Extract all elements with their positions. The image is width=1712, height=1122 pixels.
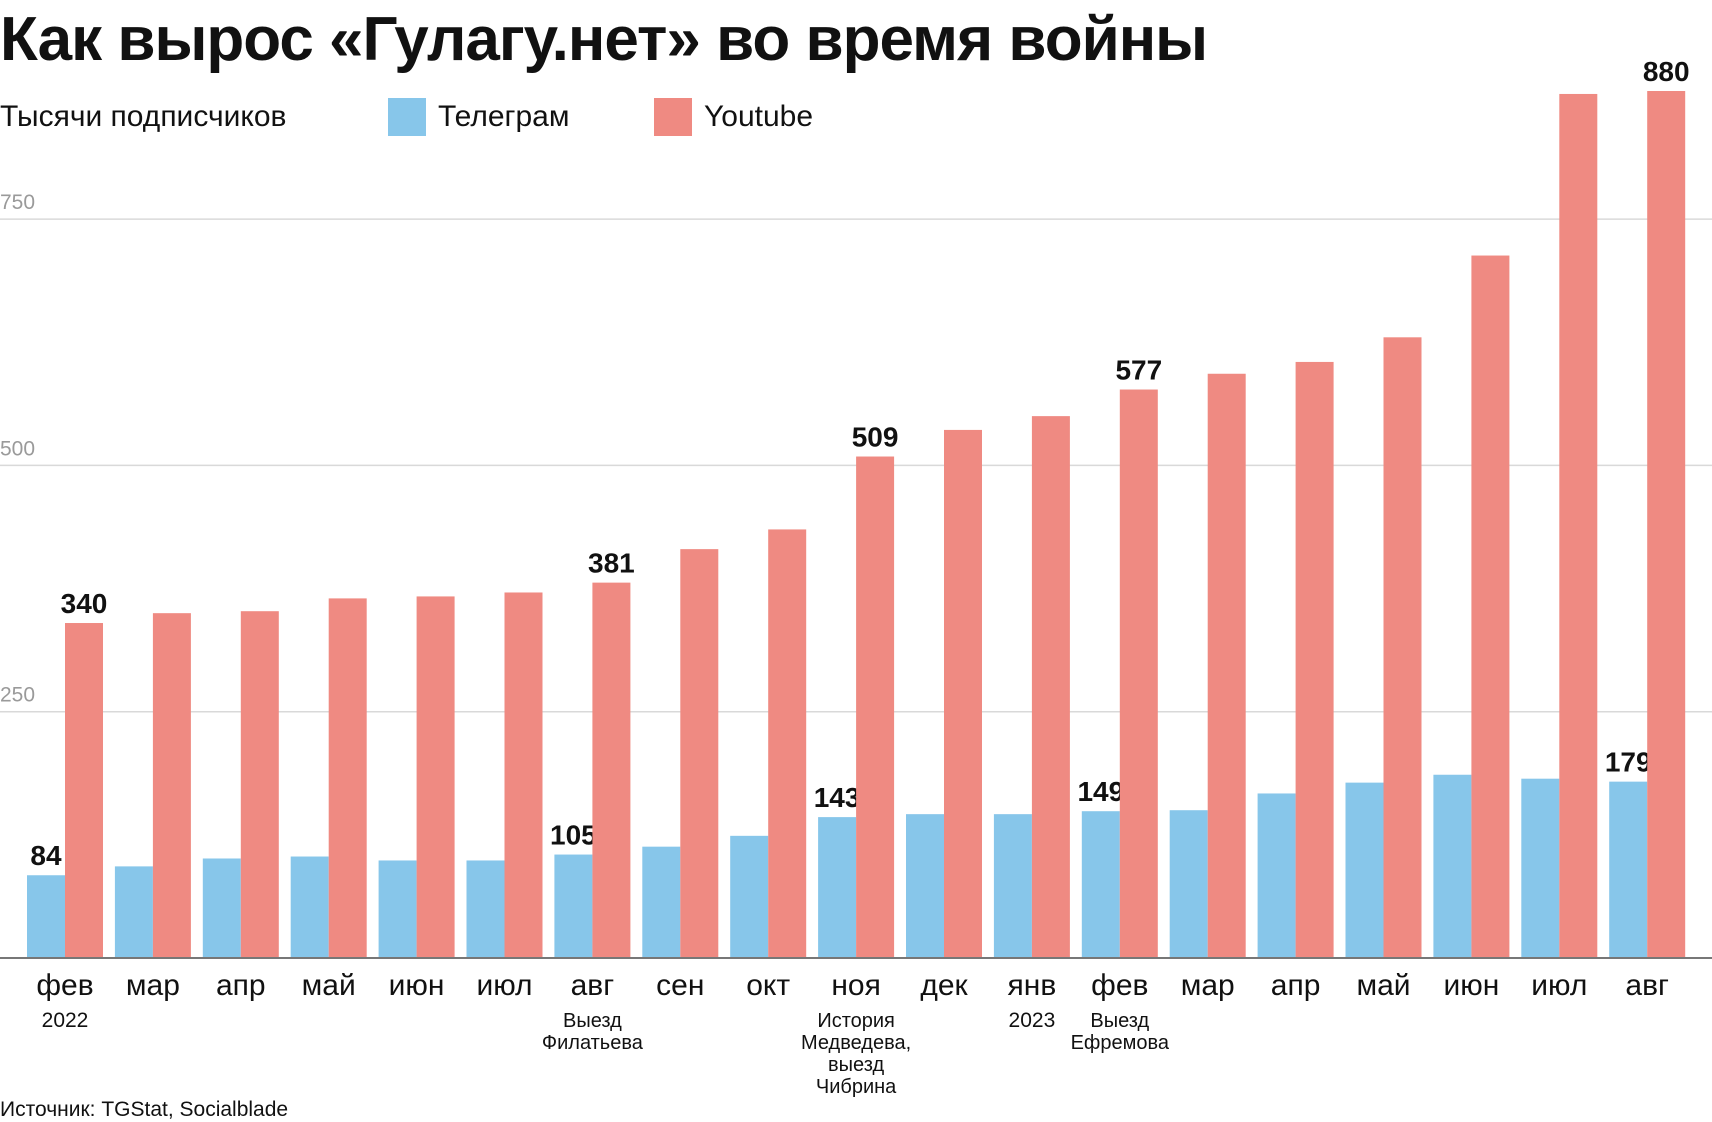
annotation-9: История Медведева, выезд Чибрина xyxy=(801,1010,911,1098)
data-label-youtube-12: 577 xyxy=(1115,355,1162,386)
bar-youtube-17 xyxy=(1559,93,1598,958)
bar-youtube-3 xyxy=(328,598,367,958)
data-label-telegram-6: 105 xyxy=(550,820,597,851)
year-label-0: 2022 xyxy=(42,1009,89,1032)
bar-youtube-9 xyxy=(856,456,895,958)
bar-youtube-10 xyxy=(944,429,982,958)
bar-telegram-7 xyxy=(642,846,681,958)
x-tick-label-8: окт xyxy=(746,969,790,1002)
data-label-telegram-9: 143 xyxy=(814,782,861,813)
bar-telegram-16 xyxy=(1433,774,1472,958)
bar-youtube-7 xyxy=(680,549,719,958)
bar-telegram-11 xyxy=(993,814,1032,958)
source-note: Источник: TGStat, Socialblade xyxy=(0,1098,289,1121)
annotation-line: Ефремова xyxy=(1071,1032,1170,1054)
bar-youtube-15 xyxy=(1383,337,1422,958)
x-tick-label-12: фев xyxy=(1091,969,1148,1002)
annotation-6: Выезд Филатьева xyxy=(542,1010,644,1054)
chart-title: Как вырос «Гулагу.нет» во время войны xyxy=(0,5,1208,74)
x-tick-label-17: июл xyxy=(1531,969,1587,1002)
bar-youtube-4 xyxy=(416,596,455,958)
bar-youtube-14 xyxy=(1295,361,1334,958)
x-tick-label-1: мар xyxy=(126,969,180,1002)
bar-youtube-13 xyxy=(1207,373,1246,958)
annotation-line: История xyxy=(817,1010,895,1032)
annotation-line: Чибрина xyxy=(816,1076,897,1098)
annotation-line: Филатьева xyxy=(542,1032,644,1054)
bar-telegram-0 xyxy=(27,875,65,958)
bar-youtube-0 xyxy=(65,623,103,958)
x-tick-label-13: мар xyxy=(1181,969,1235,1002)
bar-telegram-15 xyxy=(1345,782,1384,958)
data-label-telegram-0: 84 xyxy=(30,840,62,871)
bar-youtube-6 xyxy=(592,582,631,958)
bar-telegram-10 xyxy=(906,814,944,958)
bar-telegram-14 xyxy=(1257,793,1296,958)
bar-telegram-18 xyxy=(1609,781,1648,958)
bar-telegram-3 xyxy=(290,856,329,958)
bar-youtube-8 xyxy=(768,529,807,958)
year-label-11: 2023 xyxy=(1009,1009,1056,1032)
y-axis-label: Тысячи подписчиков xyxy=(0,100,287,133)
bar-telegram-1 xyxy=(114,866,153,958)
annotation-line: Выезд xyxy=(1090,1010,1149,1032)
x-tick-label-4: июн xyxy=(389,969,445,1002)
data-label-telegram-18: 179 xyxy=(1605,747,1652,778)
bar-youtube-2 xyxy=(240,611,279,958)
bar-telegram-13 xyxy=(1169,810,1208,958)
bar-telegram-5 xyxy=(466,860,505,958)
data-label-youtube-18: 880 xyxy=(1643,56,1690,87)
x-tick-label-2: апр xyxy=(216,969,266,1002)
annotation-line: Выезд xyxy=(563,1010,622,1032)
legend-swatch-youtube xyxy=(654,98,692,136)
annotation-12: Выезд Ефремова xyxy=(1071,1010,1170,1054)
bar-telegram-17 xyxy=(1521,778,1560,958)
data-label-youtube-6: 381 xyxy=(588,548,635,579)
x-tick-label-14: апр xyxy=(1271,969,1321,1002)
bar-youtube-16 xyxy=(1471,255,1510,958)
x-tick-label-10: дек xyxy=(920,969,968,1002)
bar-telegram-6 xyxy=(554,854,593,958)
x-tick-label-3: май xyxy=(302,969,356,1002)
bar-telegram-4 xyxy=(378,860,417,958)
bar-youtube-5 xyxy=(504,592,543,958)
bar-telegram-2 xyxy=(202,858,241,958)
data-label-telegram-12: 149 xyxy=(1077,776,1124,807)
x-tick-label-6: авг xyxy=(571,969,615,1002)
annotation-line: выезд xyxy=(828,1054,884,1076)
bar-youtube-11 xyxy=(1031,416,1070,958)
bar-telegram-8 xyxy=(730,835,769,958)
x-tick-label-7: сен xyxy=(656,969,704,1002)
annotation-line: Медведева, xyxy=(801,1032,911,1054)
y-tick-label-750: 750 xyxy=(0,191,35,214)
y-tick-label-250: 250 xyxy=(0,684,35,707)
x-tick-label-18: авг xyxy=(1625,969,1669,1002)
x-tick-label-11: янв xyxy=(1008,969,1057,1002)
x-tick-label-9: ноя xyxy=(831,969,881,1002)
legend-label-youtube: Youtube xyxy=(704,100,814,133)
legend-swatch-telegram xyxy=(388,98,426,136)
bar-youtube-1 xyxy=(152,613,191,958)
x-tick-label-0: фев xyxy=(36,969,93,1002)
legend-label-telegram: Телеграм xyxy=(438,100,570,133)
bar-telegram-12 xyxy=(1081,811,1120,958)
bar-youtube-12 xyxy=(1119,389,1158,958)
data-label-youtube-9: 509 xyxy=(852,422,899,453)
y-tick-label-500: 500 xyxy=(0,437,35,460)
bar-youtube-18 xyxy=(1647,91,1686,958)
x-tick-label-15: май xyxy=(1356,969,1410,1002)
x-tick-label-5: июл xyxy=(476,969,532,1002)
data-label-youtube-0: 340 xyxy=(61,588,108,619)
bar-telegram-9 xyxy=(818,817,857,958)
x-tick-label-16: июн xyxy=(1443,969,1499,1002)
